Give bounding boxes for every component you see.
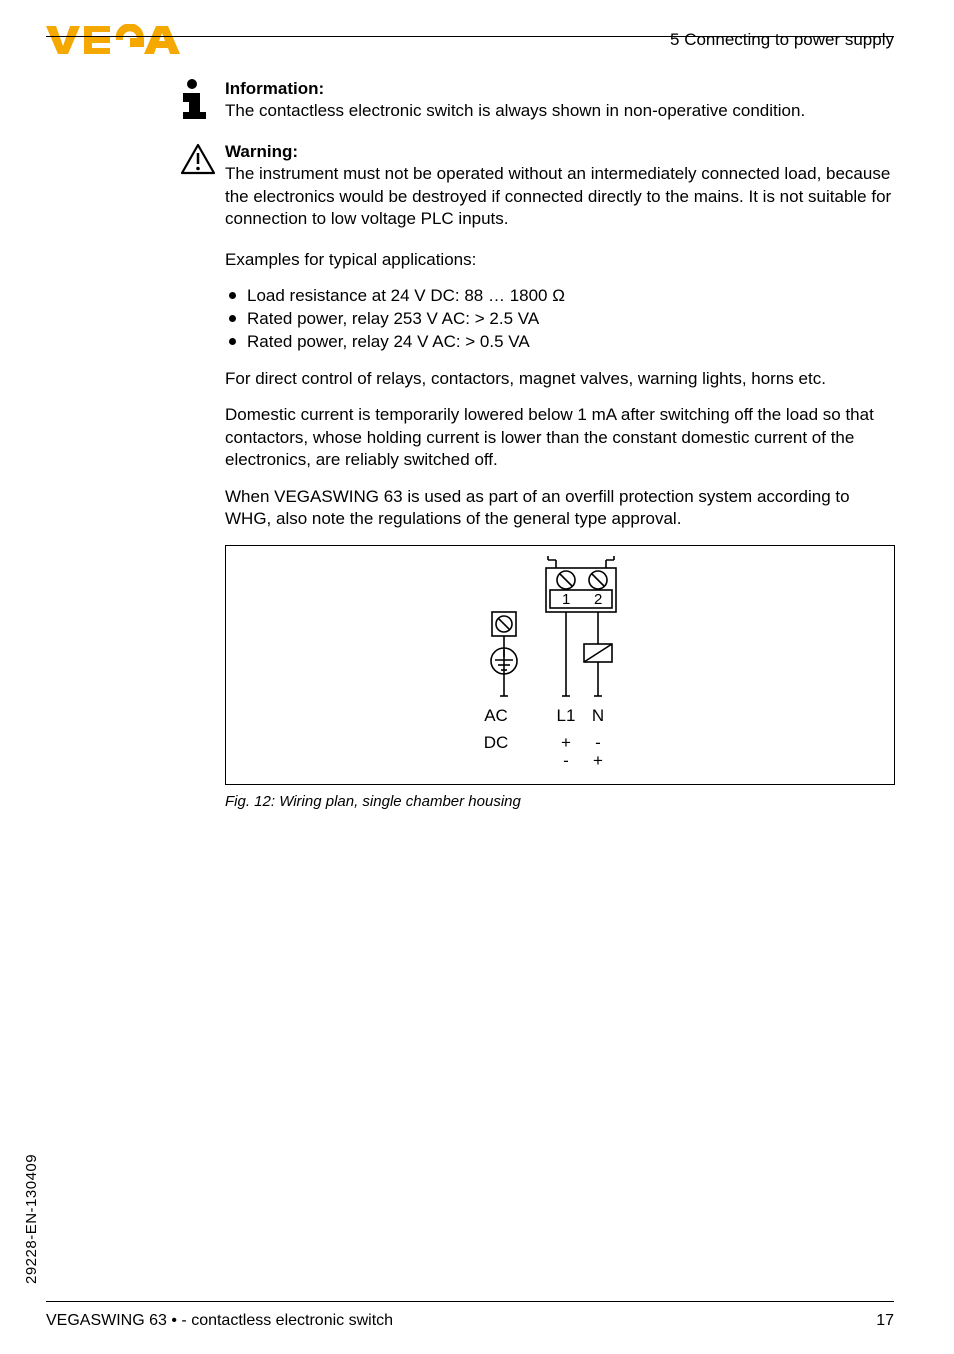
ac-label: AC bbox=[484, 706, 508, 725]
wiring-figure: 1 2 AC L1 N DC + - - + bbox=[225, 545, 895, 785]
footer-rule bbox=[46, 1301, 894, 1302]
information-heading: Information: bbox=[225, 79, 324, 98]
paragraph-domestic-current: Domestic current is temporarily lowered … bbox=[225, 404, 894, 471]
information-body: The contactless electronic switch is alw… bbox=[225, 101, 805, 120]
list-item: Load resistance at 24 V DC: 88 … 1800 Ω bbox=[225, 285, 894, 308]
list-item: Rated power, relay 24 V AC: > 0.5 VA bbox=[225, 331, 894, 354]
content-area: Information: The contactless electronic … bbox=[225, 78, 894, 810]
header-rule bbox=[46, 36, 894, 37]
information-block: Information: The contactless electronic … bbox=[225, 78, 894, 123]
footer-product: VEGASWING 63 • - contactless electronic … bbox=[46, 1312, 393, 1330]
bullet-list: Load resistance at 24 V DC: 88 … 1800 Ω … bbox=[225, 285, 894, 354]
page: 5 Connecting to power supply Information… bbox=[0, 0, 954, 1354]
warning-icon bbox=[180, 143, 216, 180]
warning-block: Warning: The instrument must not be oper… bbox=[225, 141, 894, 231]
dc-label: DC bbox=[484, 733, 509, 752]
plus-1: + bbox=[561, 733, 571, 752]
examples-intro: Examples for typical applications: bbox=[225, 249, 894, 271]
l1-label: L1 bbox=[557, 706, 576, 725]
paragraph-whg: When VEGASWING 63 is used as part of an … bbox=[225, 486, 894, 531]
minus-2: - bbox=[563, 751, 569, 770]
plus-2: + bbox=[593, 751, 603, 770]
terminal-2-label: 2 bbox=[594, 591, 602, 608]
info-icon bbox=[180, 78, 210, 125]
page-header: 5 Connecting to power supply bbox=[0, 24, 954, 64]
header-section-title: 5 Connecting to power supply bbox=[670, 30, 894, 50]
list-item: Rated power, relay 253 V AC: > 2.5 VA bbox=[225, 308, 894, 331]
n-label: N bbox=[592, 706, 604, 725]
vega-logo bbox=[46, 24, 186, 61]
document-code: 29228-EN-130409 bbox=[23, 1154, 40, 1284]
warning-body: The instrument must not be operated with… bbox=[225, 164, 891, 228]
paragraph-direct-control: For direct control of relays, contactors… bbox=[225, 368, 894, 390]
minus-1: - bbox=[595, 733, 601, 752]
terminal-1-label: 1 bbox=[562, 591, 570, 608]
figure-caption: Fig. 12: Wiring plan, single chamber hou… bbox=[225, 793, 894, 810]
page-number: 17 bbox=[876, 1312, 894, 1330]
warning-heading: Warning: bbox=[225, 142, 298, 161]
